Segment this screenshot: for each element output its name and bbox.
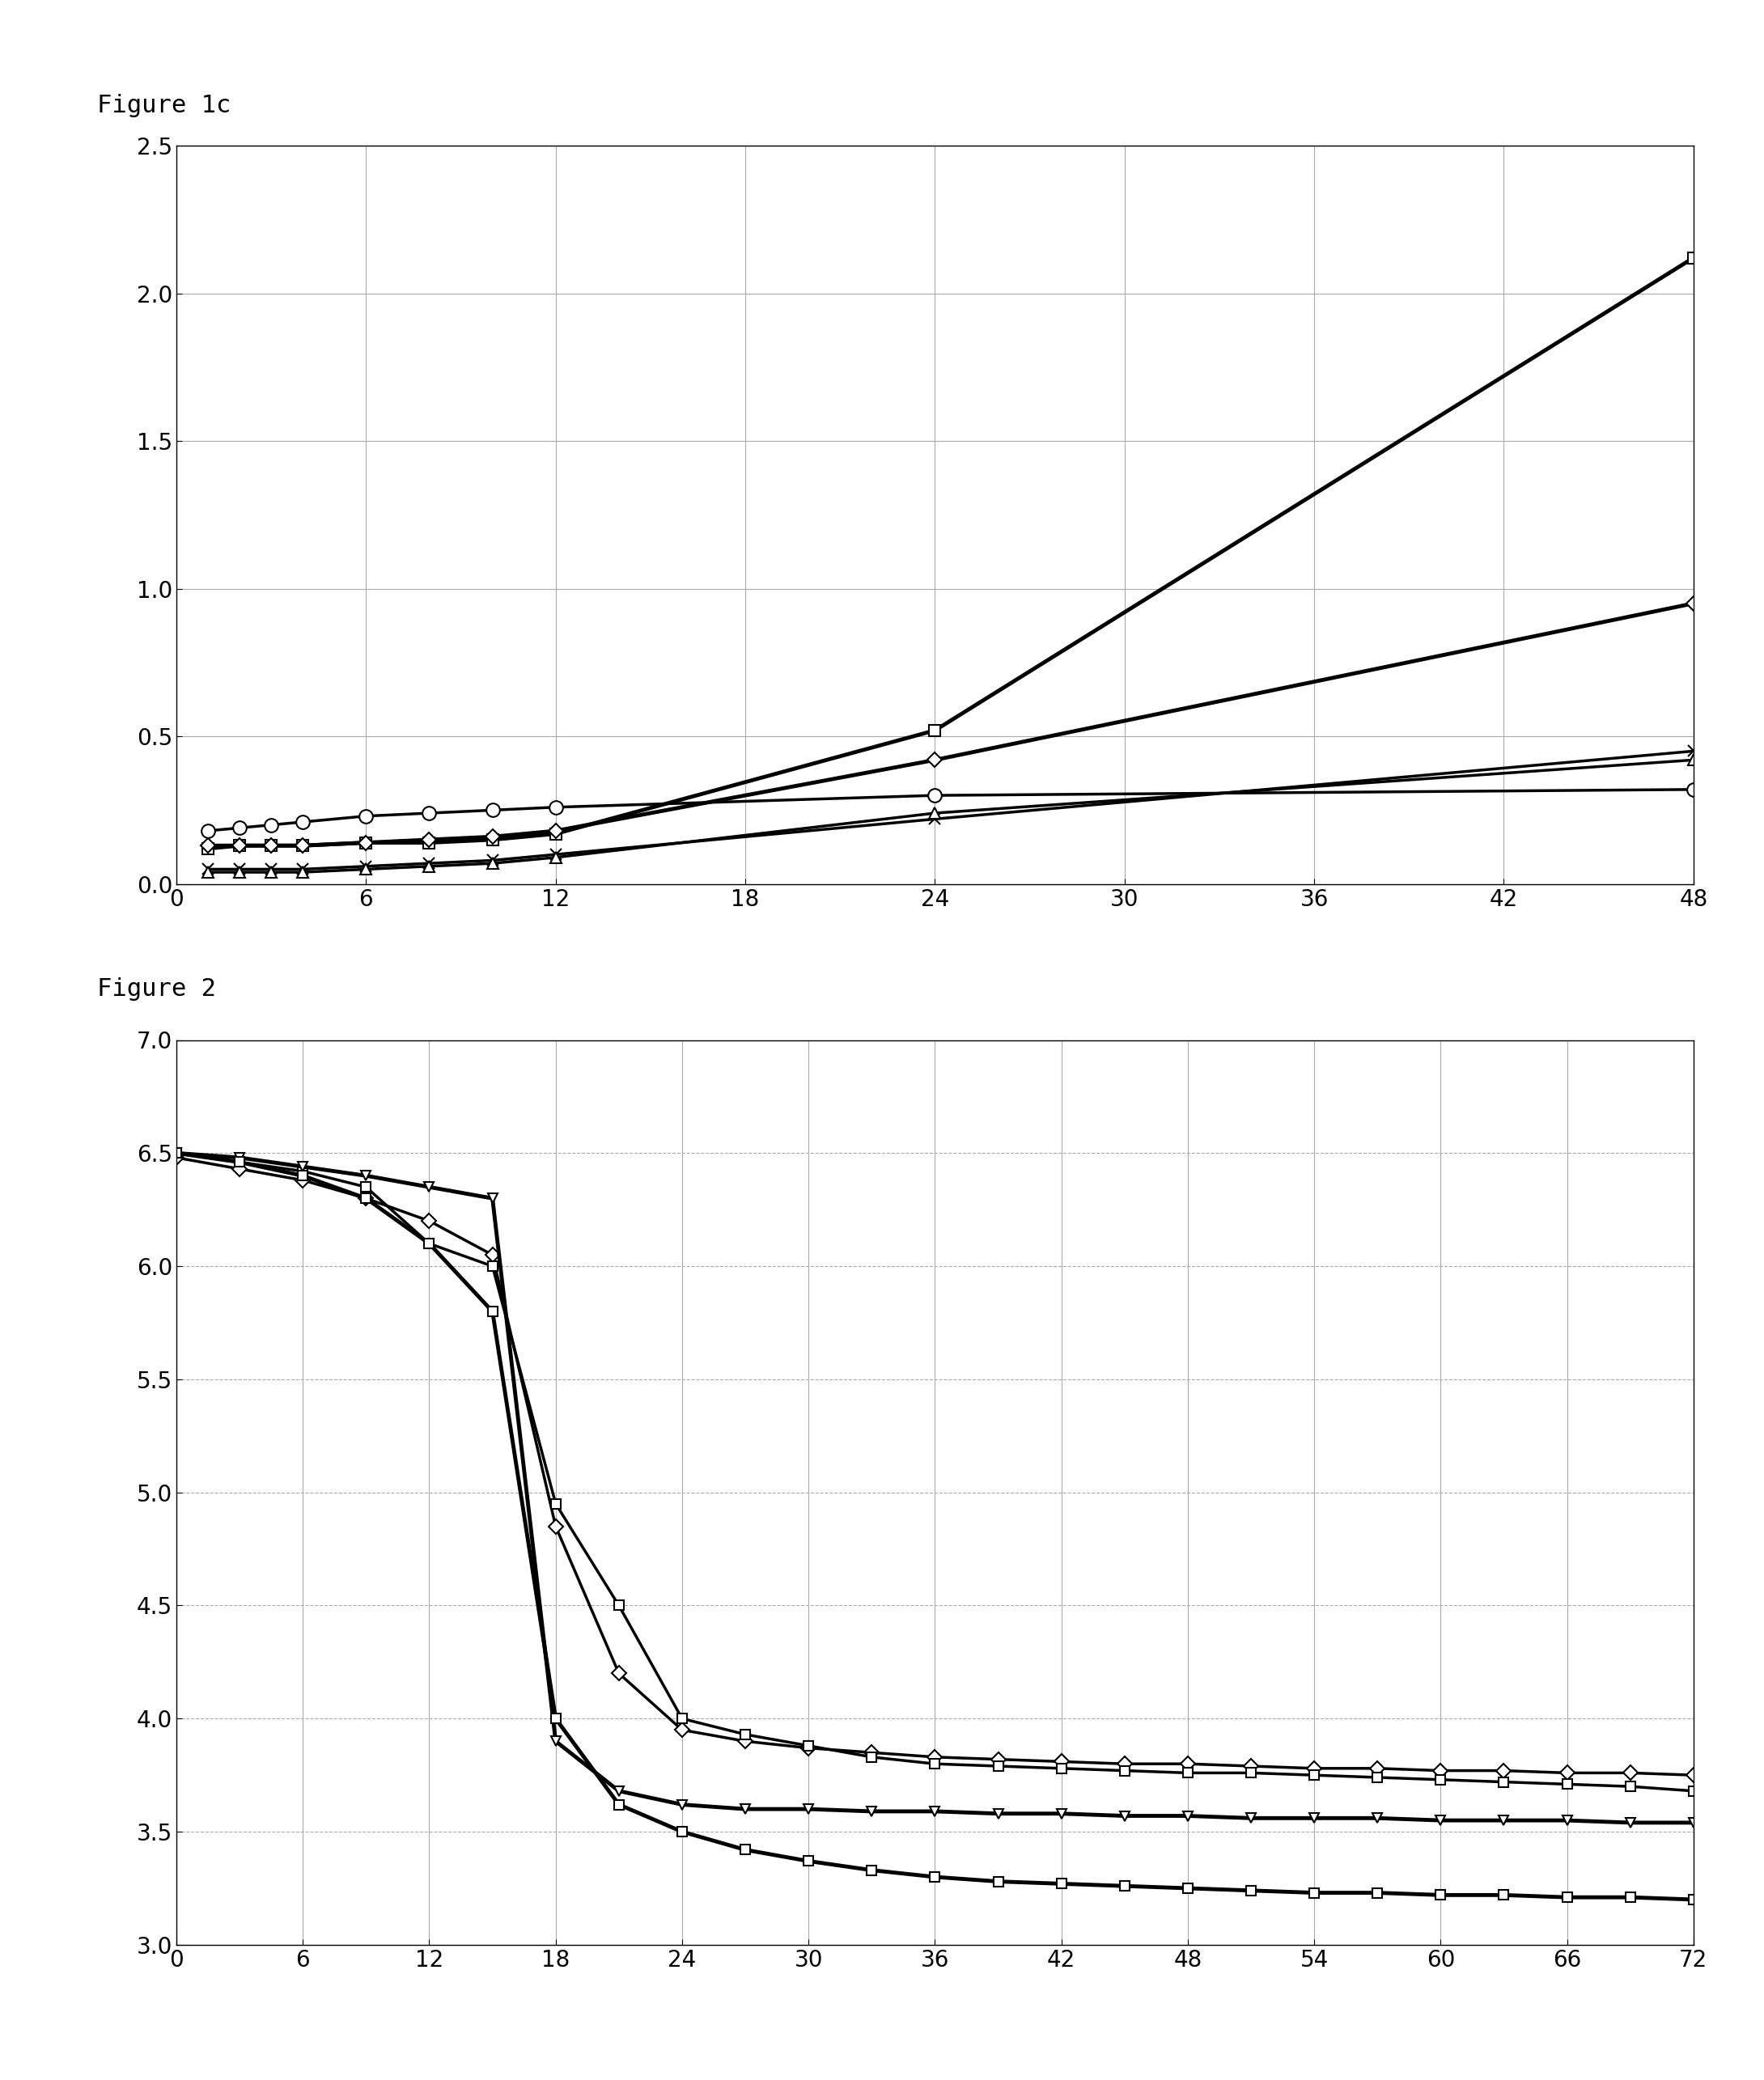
Text: Figure 2: Figure 2: [97, 978, 215, 1000]
Text: Figure 1c: Figure 1c: [97, 94, 231, 116]
